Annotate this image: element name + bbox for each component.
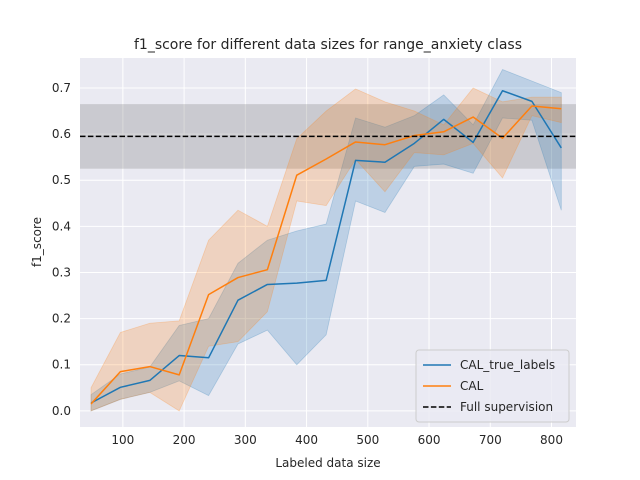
x-tick-label: 100 — [111, 433, 134, 447]
x-tick-label: 300 — [234, 433, 257, 447]
x-tick-label: 400 — [295, 433, 318, 447]
legend: CAL_true_labels CAL Full supervision — [415, 349, 570, 423]
line-cal-true-labels — [90, 90, 562, 404]
x-tick-label: 200 — [173, 433, 196, 447]
band-cal — [90, 87, 562, 412]
confidence-bands — [90, 69, 562, 412]
chart-title: f1_score for different data sizes for ra… — [134, 37, 522, 53]
y-tick-label: 0.5 — [52, 173, 71, 187]
x-tick-label: 700 — [479, 433, 502, 447]
legend-label-full-supervision: Full supervision — [460, 400, 553, 414]
legend-label-cal: CAL — [460, 379, 484, 393]
y-axis-label: f1_score — [30, 217, 44, 267]
y-tick-label: 0.6 — [52, 127, 71, 141]
y-tick-label: 0.4 — [52, 219, 71, 233]
band-cal-true-labels — [90, 69, 562, 412]
x-axis-ticks: 100 200 300 400 500 600 700 800 — [111, 433, 563, 447]
x-tick-label: 800 — [540, 433, 563, 447]
x-tick-label: 500 — [356, 433, 379, 447]
y-tick-label: 0.3 — [52, 265, 71, 279]
y-tick-label: 0.7 — [52, 81, 71, 95]
legend-label-cal-true-labels: CAL_true_labels — [460, 358, 555, 372]
x-tick-label: 600 — [418, 433, 441, 447]
y-tick-label: 0.1 — [52, 358, 71, 372]
y-axis-ticks: 0.0 0.1 0.2 0.3 0.4 0.5 0.6 0.7 — [52, 81, 71, 418]
y-tick-label: 0.0 — [52, 404, 71, 418]
x-axis-label: Labeled data size — [275, 456, 380, 470]
series-lines — [90, 90, 562, 405]
line-cal — [90, 105, 562, 405]
y-tick-label: 0.2 — [52, 312, 71, 326]
legend-box — [415, 349, 570, 423]
